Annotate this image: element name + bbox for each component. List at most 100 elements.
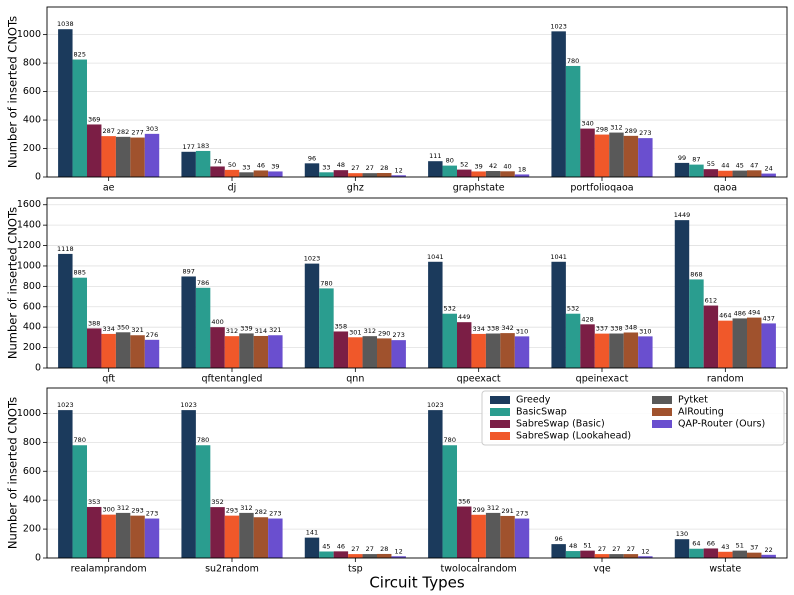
axes-frame (46, 387, 788, 559)
bar (732, 170, 748, 177)
bar (456, 169, 472, 177)
bar (703, 548, 719, 558)
bar (333, 331, 349, 368)
value-label: 338 (487, 325, 499, 333)
value-label: 356 (458, 498, 470, 506)
bar (442, 313, 457, 368)
bar (580, 128, 595, 177)
value-label: 1023 (427, 401, 444, 409)
bar (268, 518, 283, 558)
bar (718, 320, 733, 368)
y-tick-label: 400 (23, 495, 41, 506)
x-tick-label: qpeinexact (576, 374, 629, 385)
value-label: 780 (197, 436, 209, 444)
bar (594, 134, 610, 177)
bar (703, 169, 719, 177)
value-label: 27 (351, 545, 359, 553)
bar (210, 507, 225, 558)
x-tick-label: portfolioqaoa (570, 183, 633, 194)
y-axis-label: Number of inserted CNOTs (6, 207, 20, 359)
value-label: 46 (257, 161, 265, 169)
bar (500, 515, 515, 558)
value-label: 64 (692, 540, 700, 548)
value-label: 437 (762, 314, 774, 322)
bar (268, 171, 283, 177)
value-label: 612 (705, 297, 717, 305)
value-label: 339 (240, 324, 252, 332)
x-tick-label: qaoa (714, 183, 738, 194)
value-label: 338 (610, 325, 622, 333)
bar (130, 137, 145, 177)
bar (747, 170, 762, 177)
y-tick-label: 0 (35, 553, 41, 564)
bar (181, 151, 196, 177)
value-label: 12 (641, 547, 649, 555)
value-label: 87 (692, 156, 700, 164)
bar (268, 335, 283, 368)
bar (377, 553, 392, 558)
bar (239, 512, 254, 558)
bar (101, 333, 116, 368)
bar (362, 554, 378, 558)
bar (732, 550, 748, 558)
value-label: 340 (581, 120, 593, 128)
bar (514, 336, 530, 368)
bar (609, 554, 624, 558)
x-tick-label: su2random (205, 564, 259, 575)
value-label: 312 (487, 504, 499, 512)
bar (333, 551, 349, 558)
value-label: 80 (446, 157, 454, 165)
bar (471, 171, 486, 177)
value-label: 28 (380, 164, 388, 172)
value-label: 273 (269, 510, 281, 518)
value-label: 48 (569, 542, 577, 550)
value-label: 277 (131, 129, 143, 137)
bar (428, 261, 443, 368)
value-label: 37 (750, 544, 758, 552)
bar (224, 169, 240, 177)
y-tick-label: 1400 (17, 220, 41, 231)
value-label: 27 (351, 164, 359, 172)
bar (304, 163, 320, 177)
bar (703, 305, 719, 368)
bar (442, 165, 457, 177)
bar (718, 551, 733, 558)
value-label: 74 (213, 157, 221, 165)
bar (500, 333, 515, 368)
bar (638, 556, 653, 558)
bar (58, 253, 73, 368)
bar (565, 551, 581, 558)
value-label: 780 (444, 436, 456, 444)
bar (348, 173, 363, 177)
value-label: 334 (472, 325, 484, 333)
y-tick-label: 200 (23, 524, 41, 535)
value-label: 45 (322, 542, 330, 550)
bar (551, 544, 566, 558)
value-label: 786 (197, 279, 209, 287)
bar (551, 31, 566, 177)
bar (319, 172, 334, 177)
bar (224, 336, 240, 368)
bar (224, 515, 240, 558)
value-label: 486 (734, 309, 746, 317)
value-label: 780 (320, 279, 332, 287)
value-label: 33 (242, 163, 250, 171)
legend-swatch (652, 408, 672, 416)
bar (115, 332, 131, 368)
value-label: 43 (721, 543, 729, 551)
bar (609, 333, 624, 368)
bar (391, 175, 406, 177)
bar (195, 150, 211, 177)
x-tick-label: realamprandom (71, 564, 147, 575)
bar (253, 335, 269, 368)
bar (348, 337, 363, 368)
bar (674, 162, 690, 177)
bar (86, 124, 102, 177)
axes-frame (46, 6, 788, 178)
value-label: 321 (269, 326, 281, 334)
legend-label: Greedy (516, 395, 551, 406)
value-label: 314 (255, 327, 267, 335)
value-label: 301 (349, 328, 361, 336)
value-label: 33 (322, 163, 330, 171)
